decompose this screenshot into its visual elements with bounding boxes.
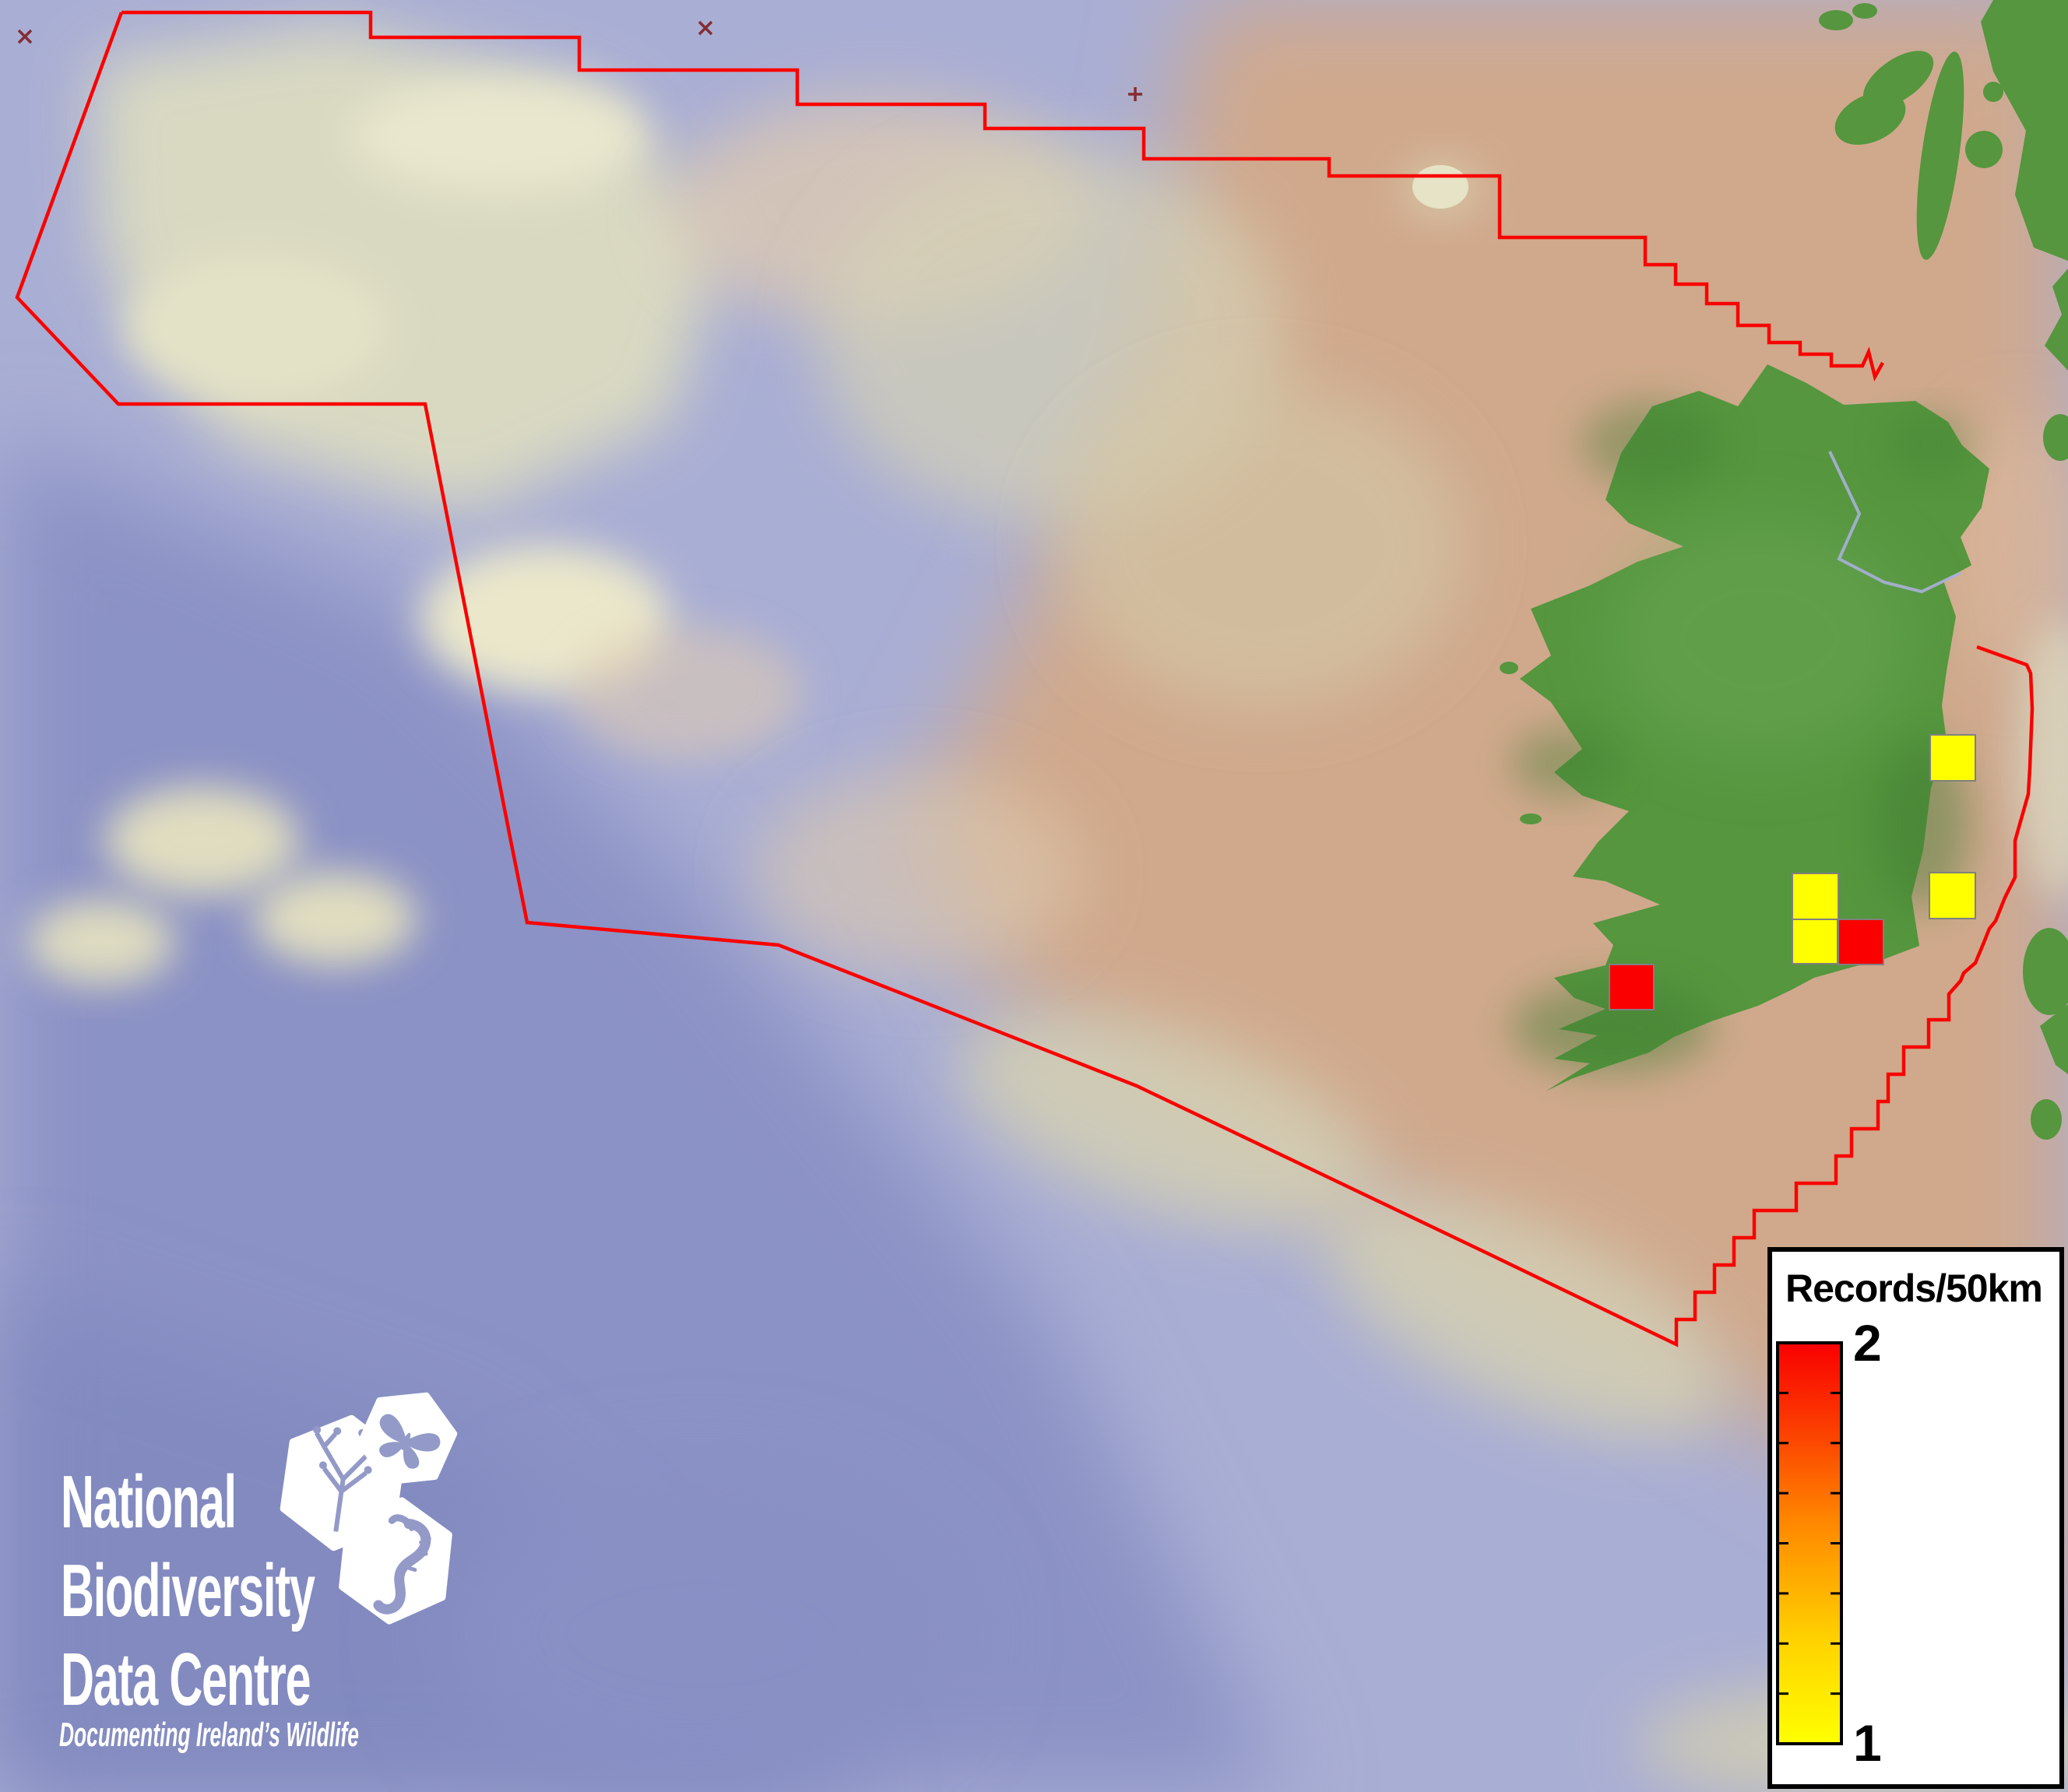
records-grid-square-east-coast-lower[interactable] bbox=[1929, 872, 1976, 919]
logo-line-3: Data Centre bbox=[61, 1637, 310, 1720]
midlands-lowland bbox=[1604, 514, 1915, 763]
butterfly-icon bbox=[357, 1392, 458, 1485]
logo-line-1: National bbox=[61, 1460, 236, 1543]
legend: Records/50km 2 1 bbox=[1767, 1247, 2064, 1789]
coast-fragment bbox=[2031, 1099, 2062, 1140]
legend-max-label: 2 bbox=[1853, 1314, 1882, 1372]
records-grid-square-midlands-lower[interactable] bbox=[1792, 919, 1838, 965]
nbdc-logo: National Biodiversity Data Centre Docume… bbox=[59, 1392, 458, 1754]
shelf-tongue bbox=[755, 771, 1082, 973]
cross-mark bbox=[1128, 87, 1142, 101]
deep-ocean-mottle bbox=[444, 1479, 958, 1790]
shelf-pink-high bbox=[568, 627, 802, 759]
small-isle bbox=[1852, 3, 1877, 19]
logo-tagline: Documenting Ireland’s Wildlife bbox=[59, 1715, 359, 1754]
cross-mark bbox=[17, 29, 33, 44]
jura-island bbox=[1862, 51, 1934, 108]
welsh-coast-shallow bbox=[2017, 619, 2068, 899]
bank-ridge bbox=[253, 872, 417, 965]
legend-ticks bbox=[1778, 1391, 1841, 1695]
kintyre-peninsula bbox=[1916, 51, 1964, 260]
bute-island bbox=[1983, 82, 2003, 102]
celtic-shelf-edge bbox=[1323, 1195, 1729, 1436]
logo-text: National Biodiversity Data Centre Docume… bbox=[59, 1460, 359, 1753]
cross-mark bbox=[698, 20, 713, 36]
scotland-mainland bbox=[1981, 0, 2068, 261]
shelf-transition bbox=[1059, 381, 1464, 708]
celtic-shelf-edge bbox=[958, 1012, 1377, 1230]
records-grid-square-south-west[interactable] bbox=[1609, 964, 1655, 1010]
boundary-west-south-arm bbox=[15, 12, 2035, 1348]
eez-boundary-line bbox=[15, 10, 2035, 1348]
shelf-highlight bbox=[350, 78, 646, 195]
bank-ridge bbox=[27, 899, 175, 985]
wicklow-mountains bbox=[1876, 740, 1970, 911]
ni-border-line bbox=[1828, 451, 1961, 594]
boundary-north-arm bbox=[121, 10, 1884, 382]
ireland-landmass bbox=[1500, 364, 1989, 1091]
wales-coast bbox=[2040, 1004, 2068, 1074]
donegal-mountains bbox=[1581, 401, 1721, 487]
bank-ridge bbox=[105, 786, 300, 895]
wales-coast bbox=[2023, 928, 2068, 1015]
achill-island bbox=[1500, 662, 1518, 674]
records-grid-squares bbox=[1609, 734, 1976, 1010]
antrim-hills bbox=[1888, 413, 1974, 475]
small-isle bbox=[1819, 10, 1853, 30]
seahorse-glyph bbox=[373, 1514, 431, 1615]
legend-title: Records/50km bbox=[1785, 1267, 2042, 1310]
logo-hexagons bbox=[280, 1392, 458, 1625]
aran-islands bbox=[1520, 813, 1542, 824]
logo-line-2: Biodiversity bbox=[61, 1548, 315, 1632]
map-cross-marks bbox=[17, 20, 1142, 101]
arran-island bbox=[1965, 131, 2003, 168]
records-grid-square-midlands-upper[interactable] bbox=[1792, 873, 1839, 920]
seahorse-icon bbox=[339, 1497, 452, 1625]
galloway-coast bbox=[2045, 269, 2068, 371]
connemara-mountains bbox=[1511, 728, 1620, 798]
sandbank bbox=[1412, 165, 1468, 209]
butterfly-glyph bbox=[379, 1414, 441, 1469]
records-grid-square-south-centre[interactable] bbox=[1838, 919, 1884, 965]
kerry-mountains bbox=[1511, 981, 1713, 1074]
records-grid-square-east-coast-upper[interactable] bbox=[1929, 734, 1976, 782]
coast-fragment bbox=[2043, 414, 2068, 461]
shelf-highlight bbox=[125, 253, 389, 401]
legend-min-label: 1 bbox=[1853, 1714, 1882, 1772]
britain-landmass bbox=[1819, 0, 2068, 1140]
